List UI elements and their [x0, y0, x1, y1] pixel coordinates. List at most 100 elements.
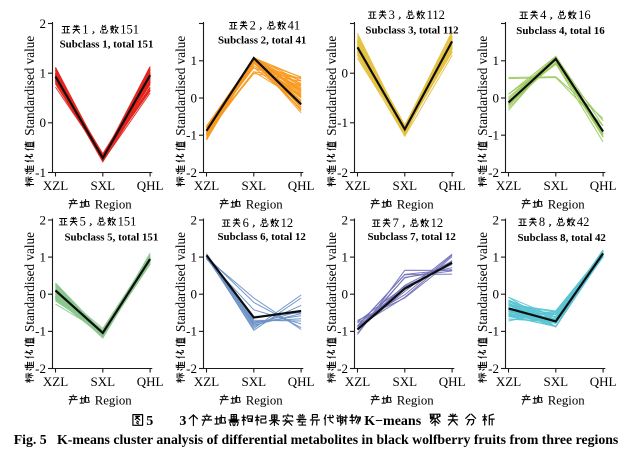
svg-text:-2: -2 [488, 165, 499, 180]
svg-text:QHL: QHL [439, 178, 466, 193]
svg-text:Subclass 3, total 112: Subclass 3, total 112 [365, 25, 458, 37]
svg-text:2: 2 [40, 16, 47, 31]
svg-text:7: 7 [393, 216, 399, 230]
svg-text:Region: Region [95, 394, 133, 408]
svg-text:Region: Region [397, 394, 435, 408]
svg-text:16: 16 [578, 8, 591, 22]
svg-text:1: 1 [342, 249, 349, 264]
svg-text:-2: -2 [35, 361, 46, 376]
svg-text:SXL: SXL [544, 374, 569, 389]
svg-text:QHL: QHL [137, 374, 164, 389]
svg-text:Subclass 8, total 42: Subclass 8, total 42 [518, 232, 606, 244]
svg-text:QHL: QHL [590, 178, 617, 193]
svg-text:Standardised value: Standardised value [22, 232, 37, 332]
svg-text:42: 42 [577, 215, 590, 229]
svg-text:Region: Region [95, 198, 133, 212]
svg-text:Region: Region [246, 394, 284, 408]
svg-text:QHL: QHL [137, 178, 164, 193]
svg-text:Subclass 7, total 12: Subclass 7, total 12 [368, 231, 456, 243]
svg-text:-2: -2 [337, 165, 348, 180]
svg-text:-1: -1 [186, 324, 197, 339]
svg-text:0: 0 [493, 287, 500, 302]
svg-text:0: 0 [40, 115, 47, 130]
svg-text:Standardised value: Standardised value [324, 232, 339, 332]
svg-text:-1: -1 [35, 324, 46, 339]
svg-text:0: 0 [342, 287, 349, 302]
svg-text:Standardised value: Standardised value [324, 36, 339, 136]
svg-text:XZL: XZL [496, 178, 521, 193]
svg-text:0: 0 [493, 90, 500, 105]
svg-text:3: 3 [179, 414, 186, 429]
svg-text:Region: Region [246, 198, 284, 212]
svg-text:2: 2 [191, 212, 198, 227]
svg-text:-2: -2 [337, 361, 348, 376]
svg-text:-1: -1 [488, 128, 499, 143]
svg-text:-1: -1 [488, 324, 499, 339]
svg-text:2: 2 [250, 18, 256, 32]
svg-text:XZL: XZL [43, 374, 68, 389]
svg-text:-1: -1 [35, 165, 46, 180]
svg-text:1: 1 [40, 66, 47, 81]
svg-text:2: 2 [342, 212, 349, 227]
svg-text:0: 0 [342, 66, 349, 81]
svg-text:-2: -2 [186, 165, 197, 180]
svg-text:Region: Region [548, 198, 586, 212]
svg-text:Region: Region [397, 198, 435, 212]
svg-text:6: 6 [243, 216, 249, 230]
svg-text:XZL: XZL [345, 374, 370, 389]
svg-text:-1: -1 [186, 128, 197, 143]
svg-text:12: 12 [431, 216, 444, 230]
svg-text:Standardised value: Standardised value [475, 232, 490, 332]
svg-text:-2: -2 [186, 361, 197, 376]
svg-text:4: 4 [540, 8, 547, 22]
svg-text:5: 5 [146, 414, 153, 429]
svg-text:-1: -1 [337, 115, 348, 130]
svg-text:151: 151 [120, 22, 139, 36]
svg-text:112: 112 [427, 8, 445, 22]
svg-text:Standardised value: Standardised value [475, 36, 490, 136]
svg-text:2: 2 [40, 212, 47, 227]
svg-text:Standardised value: Standardised value [173, 36, 188, 136]
svg-text:XZL: XZL [194, 178, 219, 193]
svg-text:-1: -1 [337, 324, 348, 339]
svg-text:8: 8 [539, 215, 545, 229]
svg-text:K−means: K−means [364, 414, 422, 429]
svg-text:5: 5 [80, 214, 86, 228]
svg-text:Subclass 5, total 151: Subclass 5, total 151 [65, 231, 159, 243]
svg-text:12: 12 [281, 216, 294, 230]
svg-text:1: 1 [493, 53, 500, 68]
svg-text:SXL: SXL [91, 178, 116, 193]
svg-text:1: 1 [191, 249, 198, 264]
svg-text:XZL: XZL [496, 374, 521, 389]
svg-text:QHL: QHL [288, 178, 315, 193]
svg-text:Subclass 2, total 41: Subclass 2, total 41 [218, 35, 306, 47]
svg-text:151: 151 [118, 214, 137, 228]
svg-text:Region: Region [548, 394, 586, 408]
svg-text:Standardised value: Standardised value [22, 36, 37, 136]
svg-text:-2: -2 [488, 361, 499, 376]
svg-text:SXL: SXL [393, 374, 418, 389]
svg-text:XZL: XZL [43, 178, 68, 193]
svg-text:SXL: SXL [544, 178, 569, 193]
svg-text:Standardised value: Standardised value [173, 232, 188, 332]
svg-text:QHL: QHL [288, 374, 315, 389]
svg-text:Subclass 6, total 12: Subclass 6, total 12 [218, 231, 306, 243]
svg-text:1: 1 [191, 53, 198, 68]
svg-text:0: 0 [40, 287, 47, 302]
svg-text:1: 1 [40, 249, 47, 264]
svg-text:0: 0 [191, 287, 198, 302]
svg-text:2: 2 [493, 212, 500, 227]
svg-text:SXL: SXL [393, 178, 418, 193]
svg-text:0: 0 [191, 90, 198, 105]
svg-text:SXL: SXL [242, 374, 267, 389]
svg-text:Subclass 4, total 16: Subclass 4, total 16 [516, 25, 605, 37]
svg-text:QHL: QHL [590, 374, 617, 389]
svg-text:XZL: XZL [194, 374, 219, 389]
svg-text:QHL: QHL [439, 374, 466, 389]
svg-text:SXL: SXL [91, 374, 116, 389]
svg-text:SXL: SXL [242, 178, 267, 193]
svg-text:1: 1 [82, 22, 88, 36]
svg-text:Subclass 1, total 151: Subclass 1, total 151 [60, 39, 154, 51]
svg-text:1: 1 [493, 249, 500, 264]
svg-text:41: 41 [288, 18, 301, 32]
